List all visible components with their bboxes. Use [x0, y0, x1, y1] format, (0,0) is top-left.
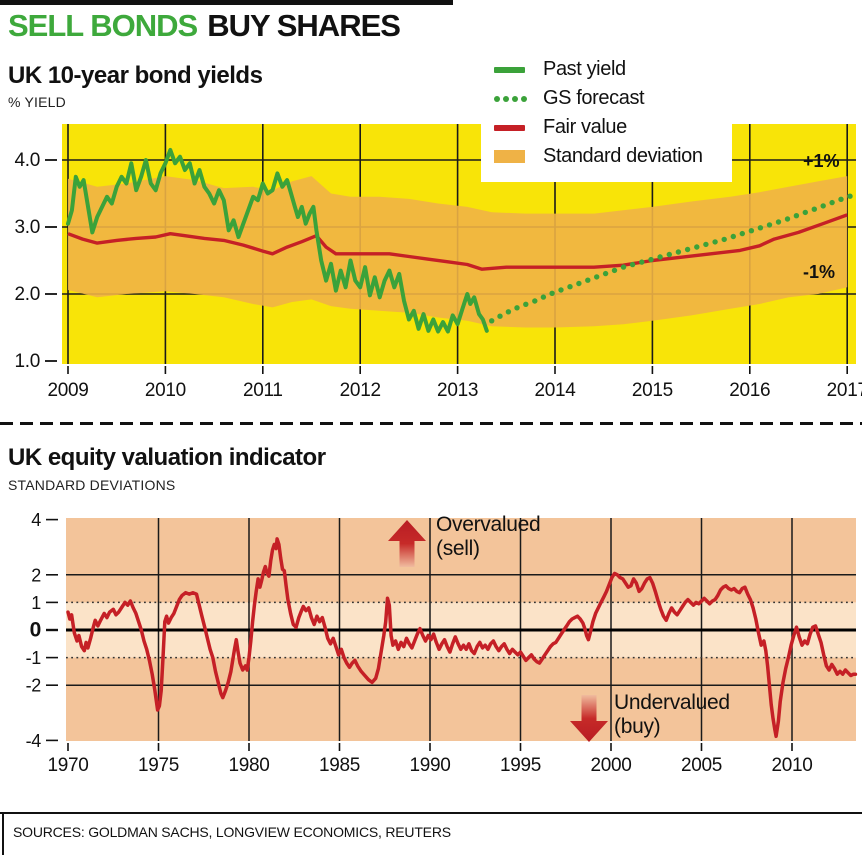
- overvalued-annotation-line2: (sell): [436, 537, 480, 560]
- svg-text:2: 2: [31, 565, 41, 585]
- equity-valuation-chart: 1970 1975 1980 1985 1990 1995 2000 2005 2010 4 2 1 0…: [26, 510, 858, 776]
- equity-chart-unit-label: STANDARD DEVIATIONS: [8, 477, 176, 493]
- svg-text:1.0: 1.0: [14, 351, 40, 372]
- gs-forecast-dots: [489, 193, 853, 324]
- svg-text:2005: 2005: [681, 755, 722, 776]
- svg-text:3.0: 3.0: [14, 217, 40, 238]
- svg-text:2014: 2014: [534, 380, 576, 401]
- plus-one-percent-label: +1%: [803, 151, 840, 171]
- equity-indicator-line: [66, 537, 858, 739]
- legend-item: GS forecast: [494, 84, 732, 113]
- legend-item: Standard deviation: [494, 142, 732, 171]
- overvalued-up-arrow-icon: [388, 520, 426, 567]
- svg-text:4: 4: [31, 510, 41, 530]
- fair-value-line: [67, 213, 848, 271]
- svg-text:1990: 1990: [409, 755, 450, 776]
- page-title-sell-bonds: SELL BONDS: [8, 8, 198, 43]
- legend: Past yield GS forecast Fair value Standard …: [481, 46, 732, 182]
- svg-text:2013: 2013: [437, 380, 478, 401]
- bond-yield-chart: 2009 2010 2011 2012 2013 2014 2015 2016 2017 4.0 3…: [14, 124, 862, 401]
- bond-chart-title: UK 10-year bond yields: [8, 62, 263, 89]
- sources-top-rule: [0, 812, 862, 814]
- svg-text:1: 1: [31, 593, 41, 613]
- legend-item: Past yield: [494, 55, 732, 84]
- svg-text:2017: 2017: [827, 380, 862, 401]
- sources-left-rule: [2, 812, 4, 855]
- svg-text:2009: 2009: [47, 380, 88, 401]
- legend-line-swatch: [494, 66, 534, 73]
- section-divider: [0, 422, 862, 425]
- legend-item: Fair value: [494, 113, 732, 142]
- undervalued-annotation-line2: (buy): [614, 715, 661, 738]
- svg-text:1985: 1985: [319, 755, 360, 776]
- svg-text:2011: 2011: [243, 380, 283, 401]
- svg-text:2.0: 2.0: [14, 284, 40, 305]
- svg-text:1975: 1975: [138, 755, 179, 776]
- svg-text:-1: -1: [26, 648, 42, 668]
- std-deviation-band: [68, 176, 848, 328]
- svg-text:4.0: 4.0: [14, 150, 40, 171]
- page-title-buy-shares: BUY SHARES: [207, 8, 401, 43]
- legend-item-label: GS forecast: [543, 87, 645, 109]
- svg-text:0: 0: [30, 619, 41, 642]
- legend-item-label: Fair value: [543, 116, 627, 138]
- page-title: SELL BONDS BUY SHARES: [8, 8, 401, 44]
- legend-item-label: Standard deviation: [543, 145, 703, 167]
- svg-text:2010: 2010: [145, 380, 186, 401]
- svg-text:1995: 1995: [500, 755, 541, 776]
- legend-item-label: Past yield: [543, 58, 626, 80]
- undervalued-annotation: Undervalued (buy): [614, 691, 730, 739]
- svg-text:2010: 2010: [771, 755, 812, 776]
- past-yield-line: [66, 147, 489, 334]
- svg-text:1970: 1970: [47, 755, 88, 776]
- svg-text:2012: 2012: [340, 380, 381, 401]
- svg-text:2016: 2016: [729, 380, 770, 401]
- svg-text:1980: 1980: [228, 755, 269, 776]
- svg-text:-2: -2: [26, 676, 42, 696]
- undervalued-annotation-line1: Undervalued: [614, 691, 730, 714]
- equity-chart-title: UK equity valuation indicator: [8, 444, 326, 471]
- svg-text:-4: -4: [26, 731, 42, 751]
- top-rule: [0, 0, 453, 5]
- legend-line-swatch: [494, 124, 534, 131]
- minus-one-percent-label: -1%: [803, 262, 836, 282]
- overvalued-annotation: Overvalued (sell): [436, 513, 541, 561]
- sources-text: SOURCES: GOLDMAN SACHS, LONGVIEW ECONOMI…: [13, 824, 451, 840]
- overvalued-annotation-line1: Overvalued: [436, 513, 541, 536]
- legend-dots-swatch: [494, 95, 534, 102]
- legend-box-swatch: [494, 150, 534, 163]
- undervalued-down-arrow-icon: [570, 695, 608, 742]
- bond-chart-unit-label: % YIELD: [8, 94, 66, 110]
- svg-text:2000: 2000: [590, 755, 631, 776]
- svg-text:2015: 2015: [632, 380, 673, 401]
